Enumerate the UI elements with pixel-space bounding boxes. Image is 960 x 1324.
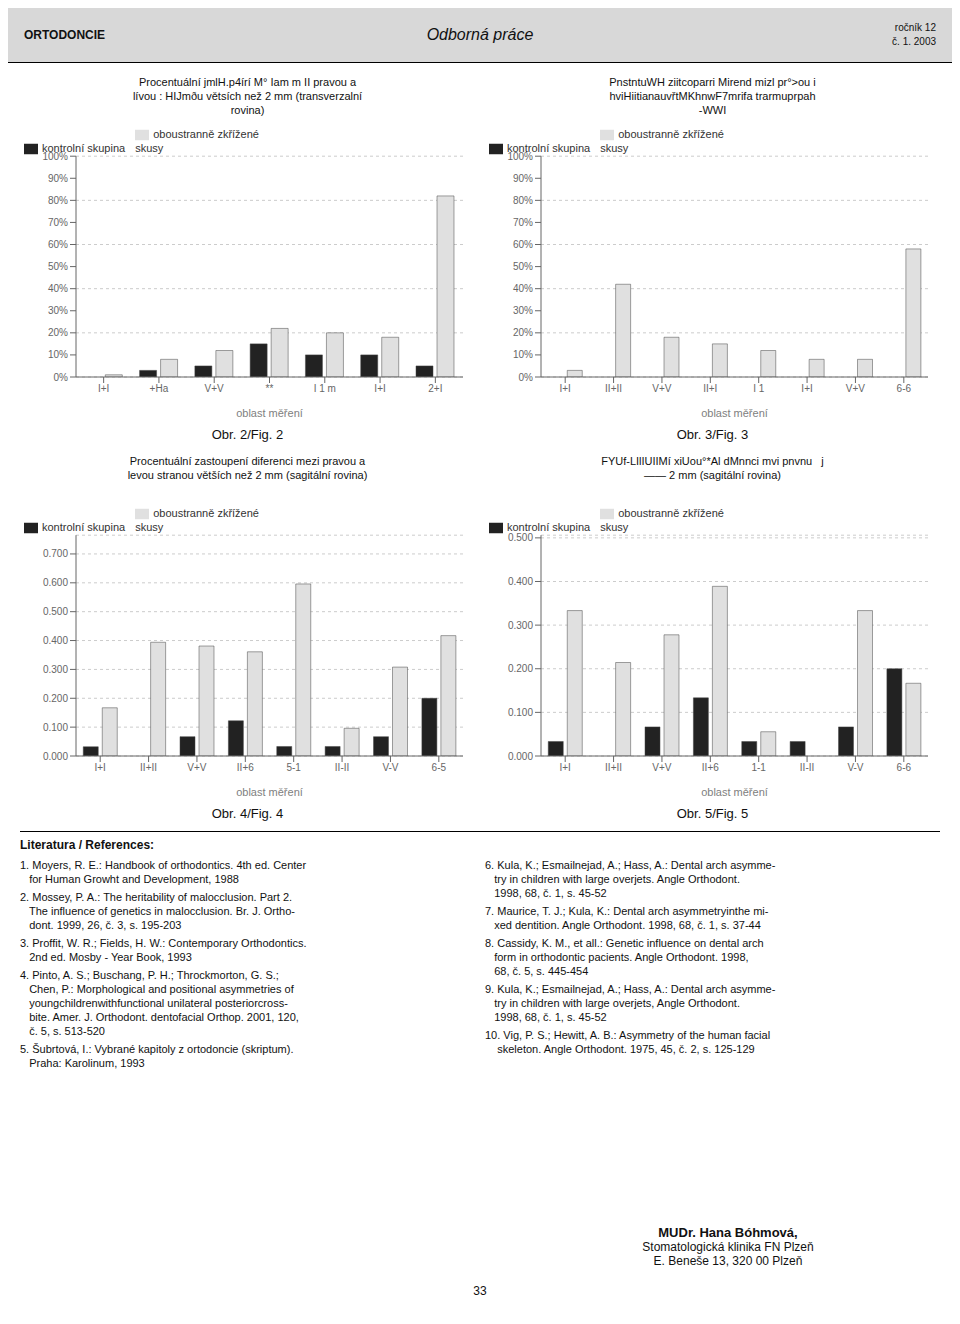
svg-text:0.300: 0.300 [43, 664, 68, 675]
svg-text:0.500: 0.500 [508, 532, 533, 543]
svg-text:V+V: V+V [187, 762, 207, 773]
svg-text:I+I: I+I [801, 383, 812, 394]
svg-text:1-1: 1-1 [751, 762, 766, 773]
svg-text:II+6: II+6 [237, 762, 254, 773]
svg-text:0.100: 0.100 [508, 707, 533, 718]
svg-text:70%: 70% [48, 217, 68, 228]
svg-text:V+V: V+V [846, 383, 866, 394]
svg-text:0.200: 0.200 [508, 663, 533, 674]
svg-text:oblast měření: oblast měření [236, 786, 303, 798]
svg-text:V-V: V-V [382, 762, 398, 773]
svg-text:II+II: II+II [140, 762, 157, 773]
svg-text:V+V: V+V [652, 762, 672, 773]
svg-text:40%: 40% [48, 283, 68, 294]
svg-text:30%: 30% [48, 305, 68, 316]
svg-text:50%: 50% [513, 261, 533, 272]
svg-text:0.400: 0.400 [508, 576, 533, 587]
svg-text:I+I: I+I [94, 762, 105, 773]
svg-text:60%: 60% [48, 239, 68, 250]
svg-text:80%: 80% [513, 195, 533, 206]
svg-text:II+II: II+II [605, 383, 622, 394]
svg-text:100%: 100% [42, 151, 68, 162]
svg-text:0.000: 0.000 [43, 751, 68, 762]
svg-text:0.200: 0.200 [43, 693, 68, 704]
svg-text:6-5: 6-5 [432, 762, 447, 773]
svg-text:70%: 70% [513, 217, 533, 228]
svg-text:0%: 0% [519, 372, 534, 383]
svg-text:0.700: 0.700 [43, 548, 68, 559]
svg-text:0.600: 0.600 [43, 577, 68, 588]
svg-text:5-1: 5-1 [286, 762, 301, 773]
svg-text:0.500: 0.500 [43, 606, 68, 617]
svg-text:2+I: 2+I [428, 383, 442, 394]
svg-text:50%: 50% [48, 261, 68, 272]
svg-text:oblast měření: oblast měření [701, 786, 768, 798]
svg-text:I+I: I+I [559, 762, 570, 773]
svg-text:oblast měření: oblast měření [236, 407, 303, 419]
svg-text:oblast měření: oblast měření [701, 407, 768, 419]
svg-text:90%: 90% [513, 173, 533, 184]
svg-text:I 1 m: I 1 m [314, 383, 336, 394]
svg-text:II+I: II+I [703, 383, 717, 394]
svg-text:**: ** [266, 383, 274, 394]
svg-text:6-6: 6-6 [897, 383, 912, 394]
svg-text:0.300: 0.300 [508, 620, 533, 631]
svg-text:40%: 40% [513, 283, 533, 294]
svg-text:60%: 60% [513, 239, 533, 250]
svg-text:10%: 10% [48, 349, 68, 360]
svg-text:20%: 20% [48, 327, 68, 338]
svg-text:II-II: II-II [800, 762, 814, 773]
svg-text:II+II: II+II [605, 762, 622, 773]
svg-text:I+I: I+I [374, 383, 385, 394]
svg-text:V+V: V+V [205, 383, 225, 394]
svg-text:80%: 80% [48, 195, 68, 206]
svg-text:I 1: I 1 [753, 383, 765, 394]
svg-text:90%: 90% [48, 173, 68, 184]
svg-text:0%: 0% [54, 372, 69, 383]
svg-text:30%: 30% [513, 305, 533, 316]
svg-text:20%: 20% [513, 327, 533, 338]
svg-text:V-V: V-V [847, 762, 863, 773]
svg-text:I+I: I+I [559, 383, 570, 394]
svg-text:+Ha: +Ha [150, 383, 169, 394]
svg-text:0.000: 0.000 [508, 751, 533, 762]
svg-text:I+I: I+I [98, 383, 109, 394]
svg-text:10%: 10% [513, 349, 533, 360]
svg-text:100%: 100% [507, 151, 533, 162]
svg-text:6-6: 6-6 [897, 762, 912, 773]
svg-text:0.400: 0.400 [43, 635, 68, 646]
svg-text:V+V: V+V [652, 383, 672, 394]
svg-text:0.100: 0.100 [43, 722, 68, 733]
svg-text:II+6: II+6 [702, 762, 719, 773]
svg-text:II-II: II-II [335, 762, 349, 773]
